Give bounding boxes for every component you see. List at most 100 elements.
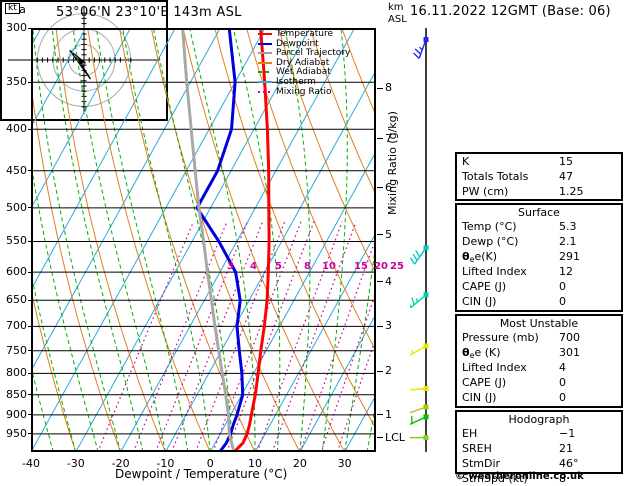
dry-adiabat-line (341, 28, 376, 117)
index-row: CAPE (J) 0 (457, 375, 621, 390)
index-key: PW (cm) (462, 185, 509, 198)
mixing-ratio-value-label: 4 (250, 261, 257, 272)
pressure-tick-label: 400 (6, 122, 27, 136)
barb-full-flag (407, 300, 412, 308)
barb-shaft (418, 39, 427, 59)
legend-label: Dry Adiabat (276, 57, 330, 68)
index-row: StmSpd (kt) 8 (457, 471, 621, 486)
index-key: Pressure (mb) (462, 331, 539, 344)
wind-barb-column (405, 28, 454, 452)
barb-shaft (410, 294, 427, 309)
index-key: Lifted Index (462, 361, 527, 374)
panel-title: Hodograph (508, 413, 570, 426)
index-value: 2.1 (559, 235, 577, 248)
height-tick-label: 3 (385, 319, 392, 333)
hodograph-stats-panel: Hodograph EH −1 SREH 21 StmDir 46° StmSpd (kt) 8 (455, 410, 623, 485)
pressure-tick (28, 81, 33, 83)
pressure-tick (28, 27, 33, 29)
station-title: 53°06'N 23°10'E 143m ASL (56, 5, 242, 20)
index-value: 301 (559, 346, 580, 359)
legend-swatch (258, 52, 272, 55)
barb-full-flag (409, 257, 416, 265)
index-key: CIN (J) (462, 391, 497, 404)
mixing-ratio-value-label: 3 (227, 261, 234, 272)
pressure-tick (28, 433, 33, 435)
height-tick (377, 138, 383, 140)
index-value: 291 (559, 250, 580, 263)
wet-adiabat-line (284, 28, 311, 452)
mixing-ratio-line (97, 221, 195, 452)
mixing-ratio-line (320, 290, 376, 452)
temperature-tick-label: 10 (248, 457, 263, 470)
temperature-tick-label: 20 (292, 457, 307, 470)
temperature-tick-label: -40 (22, 457, 40, 470)
index-value: 1.25 (559, 185, 584, 198)
wet-adiabat-line (31, 160, 99, 452)
index-row: CAPE (J) 0 (457, 279, 621, 294)
pressure-tick-label: 750 (6, 343, 27, 357)
index-row: Lifted Index 4 (457, 360, 621, 375)
isotherm-line (209, 150, 376, 452)
mixing-ratio-line (132, 221, 228, 452)
pressure-tick (28, 325, 33, 327)
pressure-tick-label: 950 (6, 426, 27, 440)
mixing-ratio-value-label: 10 (322, 261, 336, 272)
index-key: K (462, 155, 470, 168)
wind-barb (413, 37, 429, 59)
pressure-tick-label: 350 (6, 75, 27, 89)
legend-label: Temperature (276, 29, 334, 39)
pressure-tick (28, 240, 33, 242)
height-tick-label: 8 (385, 81, 392, 95)
mixing-ratio-line (154, 221, 249, 452)
wind-barbs-canvas (405, 28, 429, 452)
legend-swatch (258, 33, 272, 35)
skewt-canvas (31, 28, 376, 452)
barb-point (423, 343, 429, 349)
barb-full-flag (415, 250, 421, 258)
index-row: θee (K) 301 (457, 345, 621, 360)
pressure-tick-label: 650 (6, 293, 27, 307)
barb-full-flag (412, 253, 418, 261)
pressure-tick (28, 128, 33, 130)
barb-full-flag (414, 48, 422, 55)
wet-adiabat-line (31, 364, 54, 452)
dry-adiabat-line (309, 28, 376, 196)
legend-swatch (258, 80, 272, 83)
isotherm-line (31, 28, 87, 129)
mixing-ratio-line (299, 236, 376, 452)
index-key: Lifted Index (462, 265, 527, 278)
basic-indices-panel: K 15 Totals Totals 47 PW (cm) 1.25 (455, 152, 623, 201)
index-value: 4 (559, 361, 566, 374)
most-unstable-parcel-panel: Most Unstable Pressure (mb) 700 θee (K) 301 L… (455, 314, 623, 408)
isotherm-line (31, 28, 221, 372)
barb-point (423, 245, 429, 251)
legend-swatch (258, 71, 272, 74)
height-tick-label: 7 (385, 131, 392, 145)
wet-adiabat-line (152, 28, 234, 452)
index-key: CAPE (J) (462, 376, 507, 389)
height-tick-label: 1 (385, 407, 392, 421)
legend-label: Isotherm (276, 76, 316, 87)
dry-adiabat-line (87, 28, 211, 452)
index-key: CAPE (J) (462, 280, 507, 293)
index-value: 46° (559, 457, 579, 470)
index-value: 15 (559, 155, 573, 168)
pressure-tick-label: 450 (6, 163, 27, 177)
pressure-tick-label: 700 (6, 319, 27, 333)
pressure-tick (28, 207, 33, 209)
mixing-ratio-value-label: 15 (354, 261, 368, 272)
barb-shaft (406, 406, 427, 415)
index-value: 0 (559, 280, 566, 293)
panel-title: Surface (518, 206, 560, 219)
hodograph-marker (78, 58, 84, 65)
pressure-tick-label: 550 (6, 234, 27, 248)
index-key: SREH (462, 442, 492, 455)
height-tick-label: 4 (385, 274, 392, 288)
height-tick (377, 187, 383, 189)
dewpoint-curve (195, 28, 245, 452)
dry-adiabat-line (31, 287, 77, 452)
mixing-ratio-line (336, 335, 376, 452)
pressure-tick (28, 299, 33, 301)
mixing-ratio-axis-title: Mixing Ratio (g/kg) (386, 111, 399, 215)
